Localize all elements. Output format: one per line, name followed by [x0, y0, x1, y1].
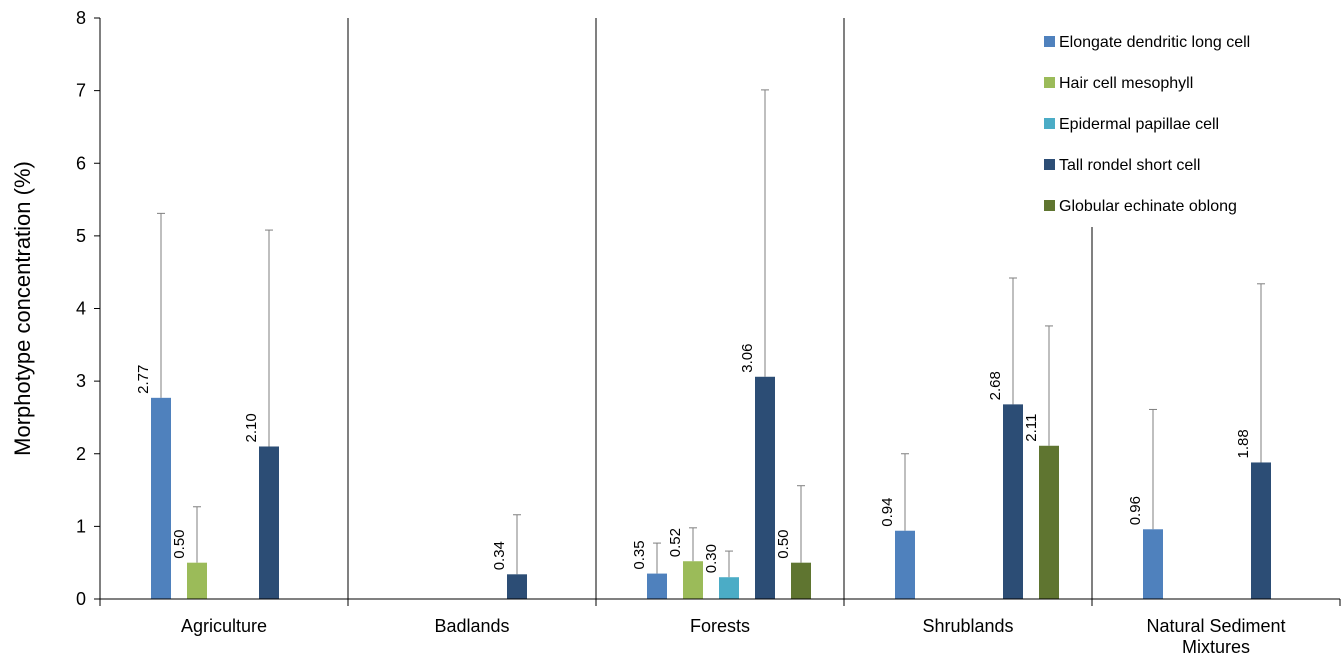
legend-item: Tall rondel short cell [1044, 157, 1200, 174]
legend-swatch [1044, 200, 1055, 211]
data-label: 0.94 [879, 498, 896, 527]
data-label: 1.88 [1235, 429, 1252, 458]
category-label: Natural Sediment Mixtures [1146, 616, 1285, 657]
legend-swatch [1044, 77, 1055, 88]
legend-item: Elongate dendritic long cell [1044, 34, 1250, 51]
y-ticks: 0 1 2 3 4 5 6 7 8 [76, 8, 100, 609]
bar [1003, 404, 1023, 599]
data-label: 0.50 [775, 529, 792, 558]
y-tick-label: 6 [76, 153, 86, 173]
y-tick-label: 2 [76, 444, 86, 464]
y-tick-label: 5 [76, 226, 86, 246]
data-label: 3.06 [739, 344, 756, 373]
legend-label: Epidermal papillae cell [1059, 116, 1219, 133]
bar [683, 561, 703, 599]
data-label: 0.34 [491, 541, 508, 570]
category-label: Forests [690, 616, 750, 636]
legend-item: Epidermal papillae cell [1044, 116, 1219, 133]
legend-swatch [1044, 159, 1055, 170]
bar [895, 530, 915, 599]
bar [1143, 529, 1163, 599]
bar [1039, 445, 1059, 599]
bar [151, 397, 171, 599]
group-dividers [347, 18, 1093, 599]
data-label: 2.68 [987, 371, 1004, 400]
data-label: 2.77 [135, 365, 152, 394]
data-label: 0.96 [1127, 496, 1144, 525]
bar [791, 562, 811, 599]
category-labels: Agriculture Badlands Forests Shrublands Natu… [181, 616, 1286, 657]
y-tick-label: 4 [76, 299, 86, 319]
legend-swatch [1044, 118, 1055, 129]
bar [259, 446, 279, 599]
data-label: 0.50 [171, 529, 188, 558]
category-label: Shrublands [922, 616, 1013, 636]
bar [1251, 462, 1271, 599]
y-tick-label: 0 [76, 589, 86, 609]
axes [99, 18, 1340, 600]
legend-label: Tall rondel short cell [1059, 157, 1200, 174]
error-bars [157, 89, 1265, 578]
legend-label: Globular echinate oblong [1059, 198, 1237, 215]
bar [755, 376, 775, 599]
data-label: 2.10 [243, 413, 260, 442]
legend: Elongate dendritic long cell Hair cell me… [1044, 34, 1250, 215]
bar [507, 574, 527, 599]
legend-swatch [1044, 36, 1055, 47]
bar [187, 562, 207, 599]
data-labels: 2.77 0.35 0.94 0.96 0.50 0.52 0.30 2.10 0.34 3.06… [135, 344, 1252, 574]
data-label: 0.30 [703, 544, 720, 573]
legend-label: Elongate dendritic long cell [1059, 34, 1250, 51]
y-axis-title: Morphotype concentration (%) [10, 161, 35, 456]
bar [719, 577, 739, 599]
category-label: Badlands [434, 616, 509, 636]
y-tick-label: 8 [76, 8, 86, 28]
y-tick-label: 1 [76, 516, 86, 536]
bars [151, 376, 1271, 599]
data-label: 0.52 [667, 528, 684, 557]
data-label: 0.35 [631, 540, 648, 569]
data-label: 2.11 [1023, 414, 1040, 442]
legend-label: Hair cell mesophyll [1059, 75, 1193, 92]
y-tick-label: 7 [76, 81, 86, 101]
legend-item: Hair cell mesophyll [1044, 75, 1193, 92]
y-tick-label: 3 [76, 371, 86, 391]
category-label: Agriculture [181, 616, 267, 636]
x-ticks [99, 599, 1341, 606]
legend-item: Globular echinate oblong [1044, 198, 1237, 215]
bar [647, 573, 667, 599]
